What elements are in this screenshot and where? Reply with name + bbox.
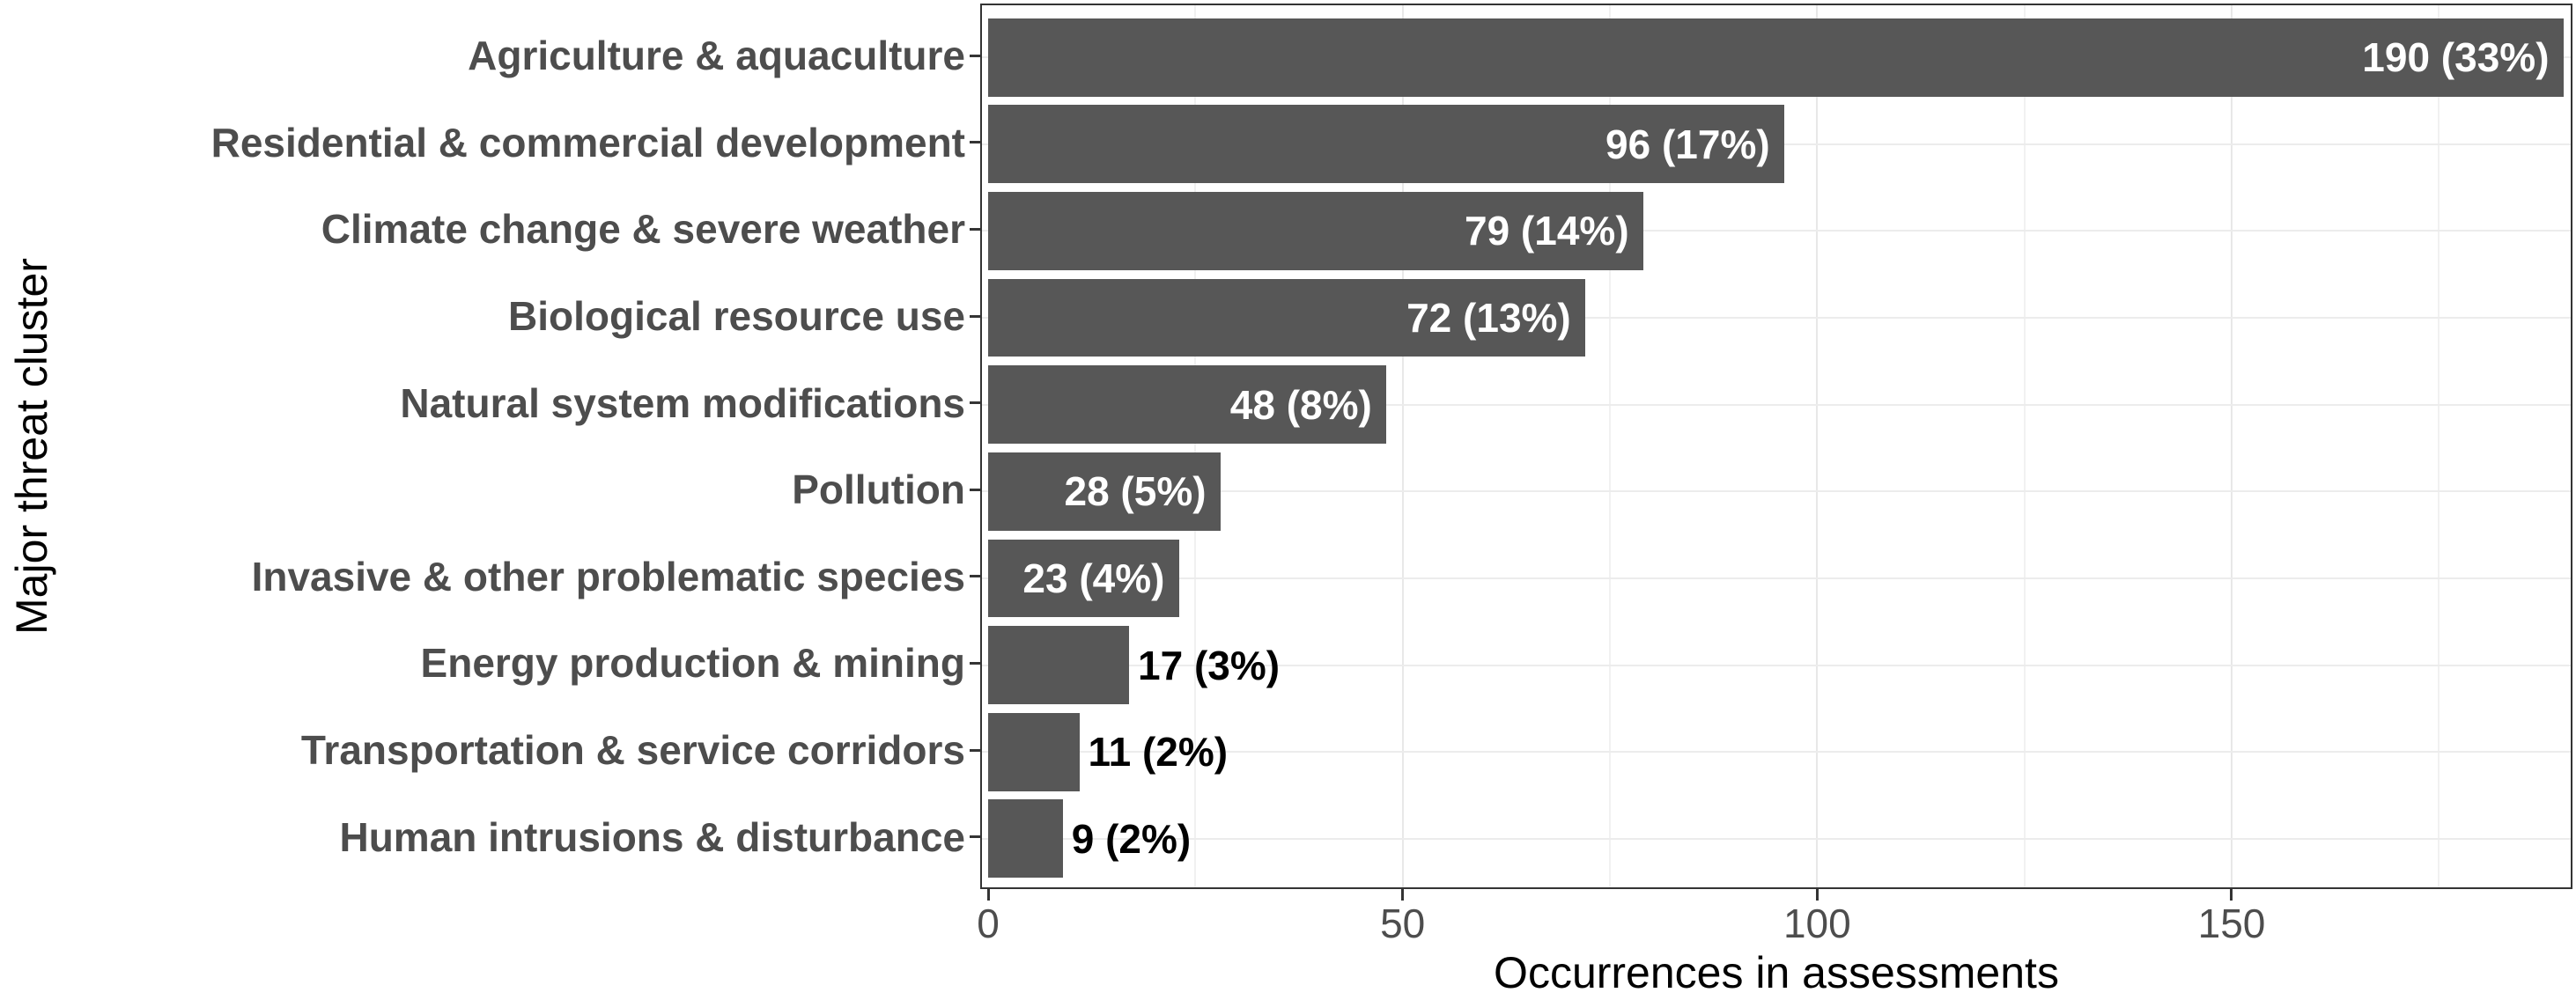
bar-0: 190 (33%) bbox=[988, 18, 2564, 97]
bar-row: 9 (2%) bbox=[982, 796, 2571, 883]
y-category-label: Energy production & mining bbox=[420, 640, 965, 687]
gridline-major-y-9 bbox=[982, 837, 2571, 840]
gridline-major-x-150 bbox=[2230, 5, 2233, 887]
y-category-row: Invasive & other problematic species bbox=[0, 533, 965, 621]
bar-7: 17 (3%) bbox=[988, 626, 1280, 704]
x-tick-label: 50 bbox=[1380, 901, 1426, 946]
x-tick-label: 100 bbox=[1783, 901, 1851, 946]
y-tick-mark bbox=[970, 227, 980, 231]
bar-1: 96 (17%) bbox=[988, 105, 1784, 184]
gridline-major-y-2 bbox=[982, 230, 2571, 232]
y-tick-mark bbox=[970, 835, 980, 839]
bar-value-label: 48 (8%) bbox=[1229, 381, 1372, 428]
y-category-row: Energy production & mining bbox=[0, 620, 965, 707]
y-category-row: Biological resource use bbox=[0, 273, 965, 360]
bar-9: 9 (2%) bbox=[988, 799, 1191, 879]
x-tick-mark bbox=[1401, 889, 1405, 901]
y-category-row: Climate change & severe weather bbox=[0, 186, 965, 273]
y-tick-mark bbox=[970, 575, 980, 578]
bar-value-label: 9 (2%) bbox=[1071, 815, 1192, 862]
x-tick-label: 150 bbox=[2197, 901, 2266, 946]
gridline-minor-x-175 bbox=[2438, 5, 2440, 887]
gridline-major-y-4 bbox=[982, 403, 2571, 406]
y-category-label: Climate change & severe weather bbox=[321, 206, 965, 253]
bar-row: 72 (13%) bbox=[982, 275, 2571, 362]
y-category-label: Human intrusions & disturbance bbox=[339, 813, 965, 860]
y-tick-mark bbox=[970, 401, 980, 405]
gridline-major-x-100 bbox=[1816, 5, 1819, 887]
bar-4: 48 (8%) bbox=[988, 365, 1386, 445]
plot-panel: 190 (33%) 96 (17%) 79 (14%) 72 (13%) 48 (8%)… bbox=[980, 4, 2572, 889]
y-category-row: Residential & commercial development bbox=[0, 99, 965, 186]
bar-value-label: 17 (3%) bbox=[1138, 642, 1281, 688]
x-tick-mark bbox=[986, 889, 990, 901]
bar-row: 11 (2%) bbox=[982, 709, 2571, 796]
y-tick-mark bbox=[970, 748, 980, 752]
bar-row: 23 (4%) bbox=[982, 535, 2571, 622]
y-category-label: Biological resource use bbox=[508, 292, 965, 339]
gridline-major-y-8 bbox=[982, 751, 2571, 754]
bar-value-label: 72 (13%) bbox=[1406, 295, 1571, 342]
bar-value-label: 28 (5%) bbox=[1064, 468, 1207, 515]
y-category-row: Transportation & service corridors bbox=[0, 707, 965, 794]
bar-value-label: 79 (14%) bbox=[1464, 208, 1629, 254]
bar-row: 79 (14%) bbox=[982, 188, 2571, 275]
y-category-row: Agriculture & aquaculture bbox=[0, 12, 965, 99]
x-tick-mark bbox=[2230, 889, 2233, 901]
y-category-label: Residential & commercial development bbox=[210, 119, 965, 165]
gridline-major-x-50 bbox=[1401, 5, 1404, 887]
y-category-label: Natural system modifications bbox=[400, 379, 965, 426]
gridline-major-y-3 bbox=[982, 317, 2571, 320]
y-tick-mark bbox=[970, 141, 980, 144]
bar-value-label: 23 (4%) bbox=[1022, 555, 1165, 601]
y-tick-mark bbox=[970, 662, 980, 665]
plot-area: 190 (33%) 96 (17%) 79 (14%) 72 (13%) 48 (8%)… bbox=[982, 5, 2571, 887]
y-tick-mark bbox=[970, 488, 980, 491]
x-axis-title: Occurrences in assessments bbox=[1494, 948, 2059, 997]
bar-row: 190 (33%) bbox=[982, 14, 2571, 101]
gridline-minor-x-75 bbox=[1608, 5, 1611, 887]
gridline-major-y-6 bbox=[982, 577, 2571, 579]
y-category-label: Invasive & other problematic species bbox=[251, 553, 965, 599]
y-category-row: Natural system modifications bbox=[0, 359, 965, 446]
bar-6: 23 (4%) bbox=[988, 539, 1179, 618]
y-category-label: Pollution bbox=[792, 467, 965, 513]
gridline-minor-x-125 bbox=[2023, 5, 2026, 887]
bar-value-label: 11 (2%) bbox=[1088, 729, 1229, 776]
y-category-row: Pollution bbox=[0, 446, 965, 533]
x-tick-mark bbox=[1815, 889, 1819, 901]
bar-2: 79 (14%) bbox=[988, 192, 1643, 270]
bar-row: 28 (5%) bbox=[982, 448, 2571, 535]
y-tick-mark bbox=[970, 314, 980, 318]
gridline-major-y-7 bbox=[982, 664, 2571, 666]
y-category-label: Agriculture & aquaculture bbox=[468, 33, 965, 79]
y-tick-mark bbox=[970, 54, 980, 57]
bar-3: 72 (13%) bbox=[988, 278, 1585, 357]
bar-row: 48 (8%) bbox=[982, 361, 2571, 448]
gridline-major-y-5 bbox=[982, 490, 2571, 493]
gridline-minor-x-25 bbox=[1194, 5, 1197, 887]
bar-8: 11 (2%) bbox=[988, 712, 1228, 791]
bar-value-label: 96 (17%) bbox=[1605, 121, 1770, 167]
y-category-row: Human intrusions & disturbance bbox=[0, 794, 965, 881]
bar-row: 96 (17%) bbox=[982, 100, 2571, 188]
bar-5: 28 (5%) bbox=[988, 452, 1221, 531]
y-category-label: Transportation & service corridors bbox=[300, 727, 965, 774]
bar-value-label: 190 (33%) bbox=[2362, 34, 2550, 81]
x-tick-label: 0 bbox=[977, 901, 1000, 946]
bar-row: 17 (3%) bbox=[982, 621, 2571, 709]
